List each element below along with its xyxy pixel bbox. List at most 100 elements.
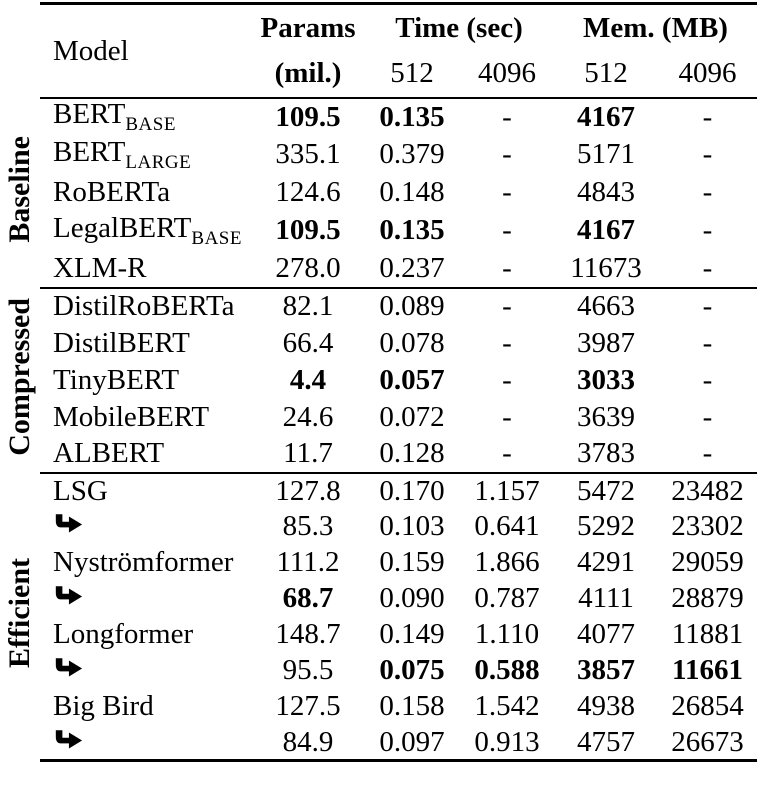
group-efficient: Efficient LSG 127.8 0.170 1.157 5472 234… [0, 471, 757, 762]
cell-params: 84.9 [252, 724, 364, 762]
column-header-params-unit: (mil.) [252, 50, 364, 99]
group-label-gutter [0, 4, 40, 98]
cell-mem-512: 5171 [577, 138, 635, 171]
model-name [40, 724, 252, 762]
cell-params: 4.4 [289, 363, 327, 396]
cell-mem-4096: - [702, 400, 713, 433]
cell-params: 335.1 [275, 138, 341, 171]
cell-mem-4096: 11661 [672, 654, 743, 687]
cell-mem-512: 4167 [577, 100, 635, 133]
cell-mem-4096: 28879 [671, 582, 744, 615]
cell-time-4096: - [502, 437, 512, 470]
table-row: Nyströmformer 111.2 0.159 1.866 4291 290… [0, 545, 757, 581]
cell-mem-4096: - [702, 138, 713, 171]
cell-mem-4096: - [702, 437, 713, 470]
model-name: Nyströmformer [53, 546, 234, 579]
cell-time-4096: - [460, 286, 554, 325]
cell-mem-512: 5292 [577, 510, 635, 543]
column-header-time-512: 512 [364, 50, 460, 99]
column-header-time: Time (sec) [364, 2, 554, 51]
cell-params: 109.5 [275, 214, 341, 247]
cell-time-4096: - [502, 176, 512, 209]
hook-right-arrow-icon [53, 656, 83, 686]
group-baseline: Baseline BERTBASE 109.5 0.135 - 4167 - B… [0, 98, 757, 288]
cell-time-512: 0.149 [379, 618, 445, 651]
model-subscript: LARGE [125, 151, 192, 173]
table-row: Big Bird 127.5 0.158 1.542 4938 26854 [0, 689, 757, 725]
cell-params: 66.4 [282, 326, 334, 359]
cell-mem-4096: - [702, 251, 713, 284]
cell-time-4096: 0.913 [460, 724, 554, 762]
cell-time-512: 0.159 [379, 546, 445, 579]
cell-params: 148.7 [275, 618, 341, 651]
model-name: LSG [40, 471, 252, 509]
cell-mem-4096: 23482 [658, 471, 757, 509]
cell-mem-4096: - [702, 214, 713, 247]
cell-time-4096: 0.787 [474, 582, 540, 615]
cell-time-512: 0.090 [379, 582, 445, 615]
cell-mem-512: 3857 [577, 654, 635, 687]
cell-mem-512: 3987 [577, 326, 635, 359]
cell-mem-512: 4291 [577, 546, 635, 579]
cell-params: 82.1 [252, 286, 364, 325]
group-label-efficient: Efficient [3, 558, 37, 669]
cell-time-4096: - [502, 400, 512, 433]
model-name: BERTLARGE [53, 135, 192, 173]
table-row: Efficient LSG 127.8 0.170 1.157 5472 234… [0, 471, 757, 668]
table-row: 68.7 0.090 0.787 4111 28879 [0, 581, 757, 617]
cell-time-4096: - [502, 326, 512, 359]
model-comparison-table: Model Params Time (sec) Mem. (MB) (mil.)… [0, 2, 757, 762]
cell-time-4096: - [502, 100, 512, 133]
cell-time-512: 0.072 [379, 400, 445, 433]
column-header-mem-512: 512 [554, 50, 658, 99]
cell-time-4096: 1.157 [460, 471, 554, 509]
cell-params: 11.7 [283, 437, 333, 470]
cell-time-512: 0.135 [379, 214, 445, 247]
cell-mem-512: 4111 [578, 582, 634, 615]
cell-mem-4096: 26854 [671, 690, 744, 723]
cell-params: 127.5 [275, 690, 341, 723]
cell-mem-512: 4938 [577, 690, 635, 723]
model-name: DistilBERT [53, 326, 190, 359]
table-row: 84.9 0.097 0.913 4757 26673 [0, 724, 757, 762]
table-row: Baseline BERTBASE 109.5 0.135 - 4167 - [0, 98, 757, 243]
cell-mem-512: 4843 [577, 176, 635, 209]
model-name: XLM-R [53, 251, 147, 284]
table-row: BERTLARGE 335.1 0.379 - 5171 - [0, 136, 757, 174]
cell-time-512: 0.089 [364, 286, 460, 325]
cell-time-512: 0.237 [379, 251, 445, 284]
cell-time-512: 0.379 [379, 138, 445, 171]
table-row: DistilBERT 66.4 0.078 - 3987 - [0, 325, 757, 362]
cell-params: 109.5 [275, 100, 341, 133]
model-name: DistilRoBERTa [40, 286, 252, 325]
column-header-time-4096: 4096 [460, 50, 554, 99]
cell-time-4096: 1.866 [474, 546, 540, 579]
model-name: Longformer [53, 618, 194, 651]
table-row: 95.5 0.075 0.588 3857 11661 [0, 653, 757, 689]
cell-time-4096: - [502, 138, 512, 171]
group-compressed: Compressed DistilRoBERTa 82.1 0.089 - 46… [0, 286, 757, 473]
cell-mem-512: 5472 [554, 471, 658, 509]
cell-params: 24.6 [282, 400, 334, 433]
cell-time-4096: 1.542 [474, 690, 540, 723]
cell-mem-512: 4663 [554, 286, 658, 325]
group-label-compressed: Compressed [3, 297, 37, 456]
column-header-mem: Mem. (MB) [554, 2, 757, 51]
model-name [40, 581, 252, 617]
cell-time-512: 0.097 [364, 724, 460, 762]
cell-params: 85.3 [282, 510, 334, 543]
cell-time-512: 0.128 [379, 437, 445, 470]
cell-time-4096: - [502, 363, 512, 396]
model-subscript: BASE [125, 113, 176, 135]
hook-right-arrow-icon [53, 512, 83, 542]
cell-params: 95.5 [282, 654, 334, 687]
model-name [40, 653, 252, 689]
cell-mem-4096: 29059 [671, 546, 744, 579]
hook-right-arrow-icon [53, 584, 83, 614]
model-name: TinyBERT [53, 363, 180, 396]
cell-time-512: 0.075 [379, 654, 445, 687]
column-header-mem-4096: 4096 [658, 50, 757, 99]
model-name: LegalBERTBASE [53, 211, 242, 249]
cell-mem-512: 4167 [577, 214, 635, 247]
cell-mem-512: 3639 [577, 400, 635, 433]
